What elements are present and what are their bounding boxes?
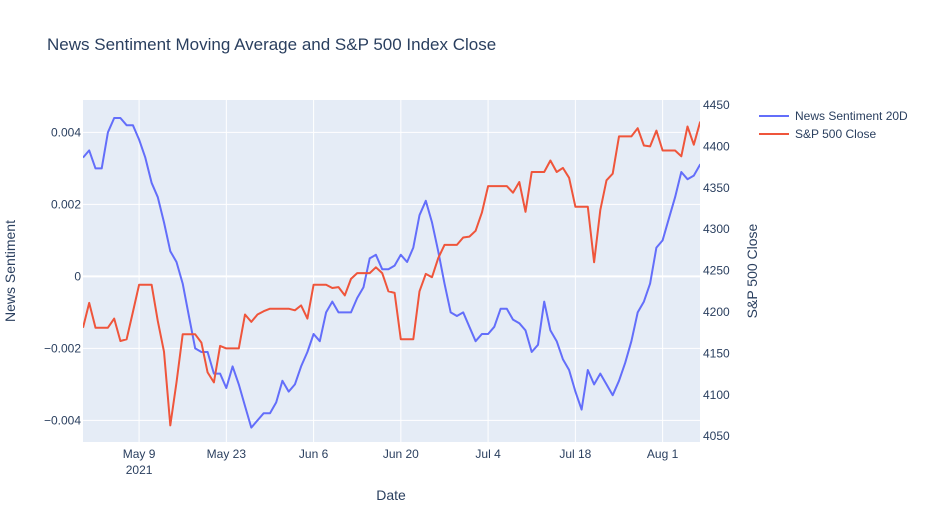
right-y-tick-label: 4200 — [703, 305, 730, 319]
right-y-tick-label: 4400 — [703, 139, 730, 153]
left-y-tick-label: 0 — [74, 269, 81, 283]
right-y-tick-label: 4250 — [703, 264, 730, 278]
left-y-tick-label: −0.004 — [44, 413, 81, 427]
x-tick-label: May 9 — [123, 447, 156, 461]
x-tick-label: Jul 18 — [559, 447, 591, 461]
right-y-tick-label: 4350 — [703, 181, 730, 195]
x-tick-label: Jun 6 — [299, 447, 329, 461]
x-axis-ticks: May 9 2021 May 23 Jun 6 Jun 20 Jul 4 Jul 18 Aug… — [123, 447, 679, 477]
legend-label-sp500: S&P 500 Close — [795, 127, 876, 141]
legend-label-sentiment: News Sentiment 20D — [795, 109, 908, 123]
chart-title: News Sentiment Moving Average and S&P 50… — [47, 35, 496, 54]
plot-area — [83, 100, 700, 442]
series-lines — [83, 117, 700, 429]
x-axis-title: Date — [376, 487, 406, 503]
right-y-tick-label: 4100 — [703, 388, 730, 402]
legend-item-sp500[interactable]: S&P 500 Close — [759, 127, 876, 141]
gridlines — [83, 100, 700, 442]
right-y-axis-ticks: 4050 4100 4150 4200 4250 4300 4350 4400 4450 — [703, 98, 730, 443]
x-tick-label: May 23 — [207, 447, 247, 461]
right-y-tick-label: 4050 — [703, 429, 730, 443]
right-y-tick-label: 4150 — [703, 346, 730, 360]
legend-item-sentiment[interactable]: News Sentiment 20D — [759, 109, 908, 123]
x-tick-sublabel: 2021 — [126, 463, 153, 477]
sentiment-series-line — [83, 117, 700, 429]
right-y-tick-label: 4300 — [703, 222, 730, 236]
x-tick-label: Jul 4 — [475, 447, 501, 461]
x-tick-label: Jun 20 — [383, 447, 419, 461]
left-y-tick-label: 0.004 — [51, 125, 81, 139]
legend: News Sentiment 20D S&P 500 Close — [759, 109, 908, 141]
left-y-tick-label: 0.002 — [51, 197, 81, 211]
left-y-axis-ticks: −0.004 −0.002 0 0.002 0.004 — [44, 125, 81, 427]
left-y-tick-label: −0.002 — [44, 341, 81, 355]
right-y-axis-title: S&P 500 Close — [744, 223, 760, 318]
right-y-tick-label: 4450 — [703, 98, 730, 112]
left-y-axis-title: News Sentiment — [2, 220, 18, 322]
sp500-series-line — [83, 120, 700, 427]
x-tick-label: Aug 1 — [647, 447, 679, 461]
